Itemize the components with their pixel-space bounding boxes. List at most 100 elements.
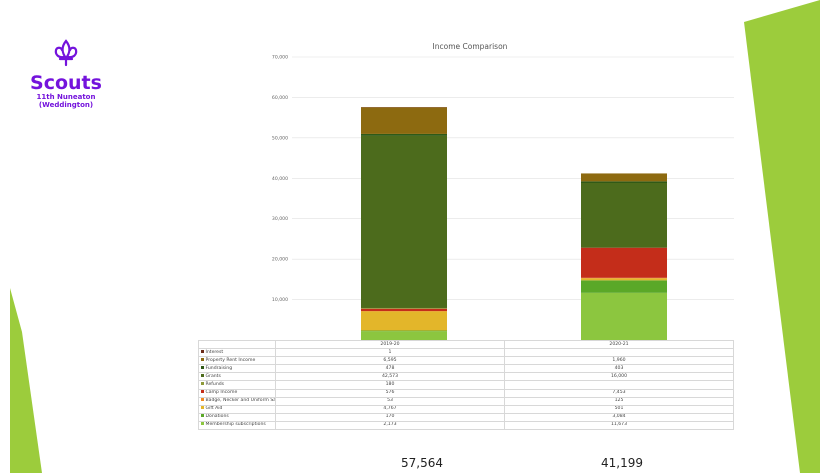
bar-segment	[361, 307, 447, 309]
legend-text: Donations	[205, 414, 229, 420]
table-corner-cell	[198, 339, 276, 350]
table-header-cell: 2020-21	[504, 339, 734, 350]
table-header-row: 2019-20 2020-21	[198, 339, 734, 350]
legend-text: Membership subscriptions	[205, 422, 266, 428]
bar-segment	[361, 135, 447, 308]
chart-title: Income Comparison	[432, 42, 508, 51]
legend-text: Property Rent Income	[205, 357, 256, 363]
bar-segment	[581, 277, 667, 279]
data-label	[504, 348, 734, 358]
data-label: 6,595	[275, 356, 505, 366]
data-label: 2,173	[275, 420, 505, 431]
legend-text: Badge, Necker and Uniform Sales	[205, 398, 276, 404]
legend-swatch	[201, 373, 204, 377]
left-green-shape	[10, 288, 42, 473]
legend-swatch	[201, 365, 204, 369]
legend-text: Refunds	[205, 382, 225, 388]
data-label: 576	[275, 388, 505, 398]
data-label: 1,960	[504, 356, 734, 366]
scouts-logo: Scouts 11th Nuneaton (Weddington)	[18, 38, 114, 109]
total-2020-21: 41,199	[601, 456, 643, 470]
table-row: Gift Aid 4,767 501	[198, 404, 734, 414]
data-label: 170	[275, 412, 505, 422]
total-2019-20: 57,564	[401, 456, 443, 470]
legend-swatch	[201, 414, 204, 418]
y-tick-label: 40,000	[272, 176, 288, 182]
table-body: Interest 1 Property Rent Income 6,595 1,960 F…	[198, 348, 734, 431]
bar-segment	[361, 107, 447, 134]
table-row: Refunds 180	[198, 380, 734, 390]
legend-label: Badge, Necker and Uniform Sales	[198, 396, 276, 406]
legend-swatch	[201, 382, 204, 386]
bar-segment	[581, 181, 667, 183]
legend-swatch	[201, 390, 204, 394]
legend-label: Grants	[198, 372, 276, 382]
y-tick-label: 30,000	[272, 216, 288, 222]
bar-segment	[581, 280, 667, 293]
legend-label: Interest	[198, 348, 276, 358]
bar-segment	[581, 247, 667, 278]
bar-segment	[361, 133, 447, 136]
data-label: 4,767	[275, 404, 505, 414]
y-tick-label: 50,000	[272, 135, 288, 141]
legend-label: Membership subscriptions	[198, 420, 276, 431]
legend-label: Property Rent Income	[198, 356, 276, 366]
bar-segment	[361, 330, 447, 332]
bar-segment	[581, 278, 667, 281]
legend-swatch	[201, 349, 204, 353]
group-name-line1: 11th Nuneaton	[36, 93, 96, 101]
bar-segment	[361, 308, 447, 312]
table-header-cell: 2019-20	[275, 339, 505, 350]
fleur-de-lis-icon	[54, 39, 78, 67]
table-row: Membership subscriptions 2,173 11,673	[198, 420, 734, 431]
table-row: Badge, Necker and Uniform Sales 53 125	[198, 396, 734, 406]
legend-swatch	[201, 406, 204, 410]
legend-swatch	[201, 422, 204, 426]
legend-label: Camp Income	[198, 388, 276, 398]
right-green-shape	[744, 0, 820, 473]
legend-swatch	[201, 357, 204, 361]
table-row: Property Rent Income 6,595 1,960	[198, 356, 734, 366]
data-label: 1	[275, 348, 505, 358]
legend-text: Fundraising	[205, 365, 233, 371]
bar-segment	[581, 173, 667, 182]
bar-segment	[581, 292, 667, 340]
data-label: 3,084	[504, 412, 734, 422]
y-tick-label: 60,000	[272, 95, 288, 101]
data-label: 501	[504, 404, 734, 414]
legend-label: Gift Aid	[198, 404, 276, 414]
legend-text: Interest	[205, 349, 224, 355]
table-row: Interest 1	[198, 348, 734, 358]
legend-label: Refunds	[198, 380, 276, 390]
data-table: 2019-20 2020-21 Interest 1 Property Rent I…	[198, 339, 734, 431]
brand-name: Scouts	[30, 72, 102, 94]
legend-text: Gift Aid	[205, 406, 223, 412]
legend-text: Camp Income	[205, 390, 238, 396]
data-label: 42,573	[275, 372, 505, 382]
table-row: Fundraising 478 403	[198, 364, 734, 374]
data-label	[504, 380, 734, 390]
table-row: Donations 170 3,084	[198, 412, 734, 422]
data-label: 16,000	[504, 372, 734, 382]
data-label: 11,673	[504, 420, 734, 431]
table-row: Camp Income 576 7,453	[198, 388, 734, 398]
legend-swatch	[201, 398, 204, 402]
y-tick-label: 10,000	[272, 297, 288, 303]
legend-text: Grants	[205, 373, 221, 379]
data-label: 125	[504, 396, 734, 406]
data-label: 180	[275, 380, 505, 390]
data-label: 53	[275, 396, 505, 406]
group-name-line2: (Weddington)	[38, 101, 94, 109]
y-tick-label: 70,000	[272, 55, 288, 61]
y-tick-label: 20,000	[272, 257, 288, 263]
data-label: 478	[275, 364, 505, 374]
bar-segment	[361, 311, 447, 331]
bar-segment	[581, 182, 667, 248]
data-label: 7,453	[504, 388, 734, 398]
legend-label: Donations	[198, 412, 276, 422]
bar-segment	[361, 331, 447, 340]
legend-label: Fundraising	[198, 364, 276, 374]
table-row: Grants 42,573 16,000	[198, 372, 734, 382]
